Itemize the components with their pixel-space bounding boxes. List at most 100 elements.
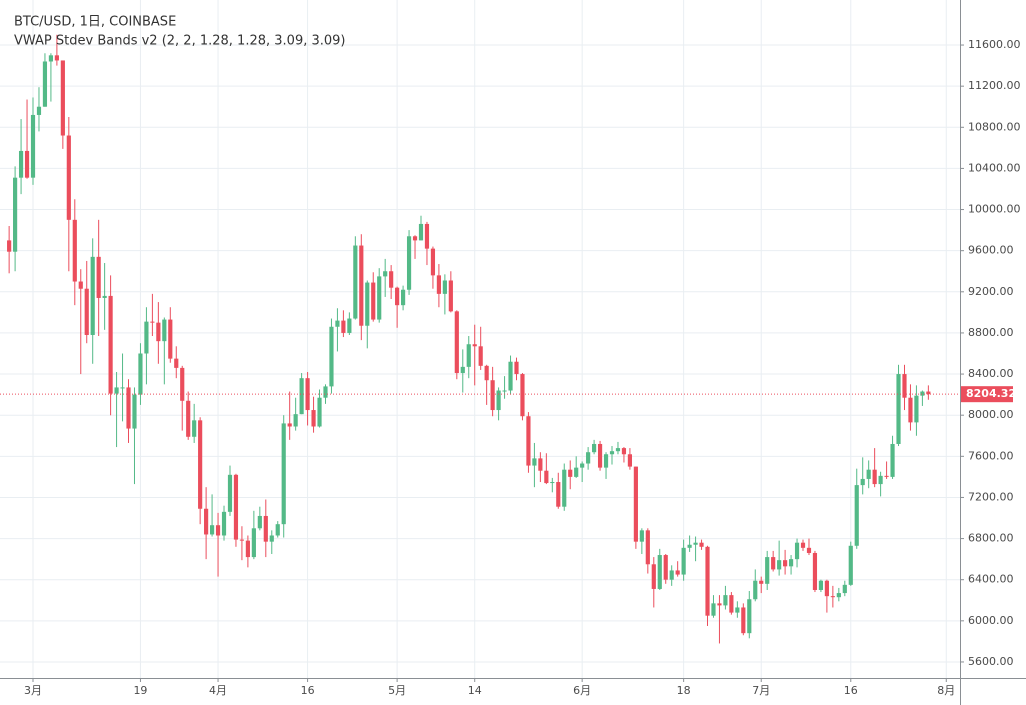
candle-body [902,374,907,398]
candle-body [890,443,895,477]
candle-body [860,478,865,486]
candle-body [556,482,561,507]
candle-body [257,515,262,529]
candle-body [812,552,818,590]
y-tick-label: 8800.00 [968,326,1014,339]
candle-body [239,539,245,541]
x-tick-label: 7月 [752,684,770,697]
candle-body [574,467,579,477]
candle-body [418,223,424,241]
candle-body [777,560,782,570]
candle-body [221,511,227,536]
candle-body [723,595,728,606]
x-tick-label: 19 [133,684,147,697]
candle-body [341,320,346,333]
candle-body [788,559,794,567]
y-tick-label: 10000.00 [968,203,1021,216]
candle-body [168,319,173,359]
candle-body [400,289,406,306]
candle-body [448,280,453,312]
candle-body [120,387,125,389]
candle-body [18,150,24,178]
candle-body [914,395,919,423]
candle-body [72,219,77,282]
candle-body [783,560,788,567]
candle-body [263,515,268,542]
candle-body [550,482,555,484]
candle-body [42,61,48,107]
candle-body [245,540,250,558]
y-tick-label: 9600.00 [968,244,1014,257]
candle-body [287,423,292,427]
candle-body [233,474,239,540]
candle-body [633,466,638,542]
candle-body [478,346,483,366]
candle-body [800,542,806,548]
candle-body [753,580,758,600]
x-tick-label: 14 [468,684,482,697]
candle-body [406,236,412,290]
candle-body [848,545,853,585]
candle-body [681,547,686,575]
candle-body [639,530,644,542]
candle-body [466,344,471,367]
candle-body [90,256,95,335]
candle-body [36,106,42,115]
candle-body [460,366,465,374]
candle-body [562,469,567,507]
candle-body [114,387,119,394]
candle-body [472,344,477,347]
candle-body [496,390,501,411]
candle-body [568,469,573,477]
candle-body [729,595,734,613]
candle-body [275,524,280,536]
candle-body [7,240,12,252]
y-tick-label: 10800.00 [968,120,1021,133]
candle-body [586,452,591,464]
x-tick-label: 16 [301,684,315,697]
candle-body [603,454,609,468]
candle-body [717,603,722,606]
candle-body [323,386,328,398]
candle-body [126,387,131,429]
x-tick-label: 8月 [937,684,955,697]
candle-body [209,525,215,535]
candle-body [675,570,680,575]
candle-body [138,353,143,395]
grid [0,0,960,678]
candle-body [430,248,436,276]
indicator-label: VWAP Stdev Bands v2 (2, 2, 1.28, 1.28, 3… [14,34,346,49]
candle-body [854,485,859,546]
candle-body [377,276,382,320]
candle-body [389,271,394,288]
candle-body [13,177,18,252]
candle-body [747,599,752,634]
candle-body [162,319,167,342]
x-tick-label: 16 [844,684,858,697]
candle-body [818,580,824,590]
candle-body [132,394,137,429]
y-tick-label: 8400.00 [968,367,1014,380]
x-tick-label: 4月 [209,684,227,697]
candle-body [204,508,209,535]
candle-body [383,271,388,277]
candle-body [836,593,841,598]
candle-body [705,546,710,616]
candle-body [514,361,519,375]
candle-body [227,474,233,512]
axes: 5600.00 6000.00 6400.00 6800.00 7200.00 7600.… [24,38,1020,697]
candle-body [395,287,400,306]
candle-body [920,391,925,396]
candle-body [580,463,585,468]
candle-body [842,584,847,594]
candle-body [251,528,256,558]
candle-body [54,55,59,61]
y-tick-label: 9200.00 [968,285,1014,298]
candle-body [299,378,304,415]
candle-body [765,557,770,584]
candle-body [156,322,161,342]
candle-body [305,378,310,411]
candle-body [174,358,179,368]
